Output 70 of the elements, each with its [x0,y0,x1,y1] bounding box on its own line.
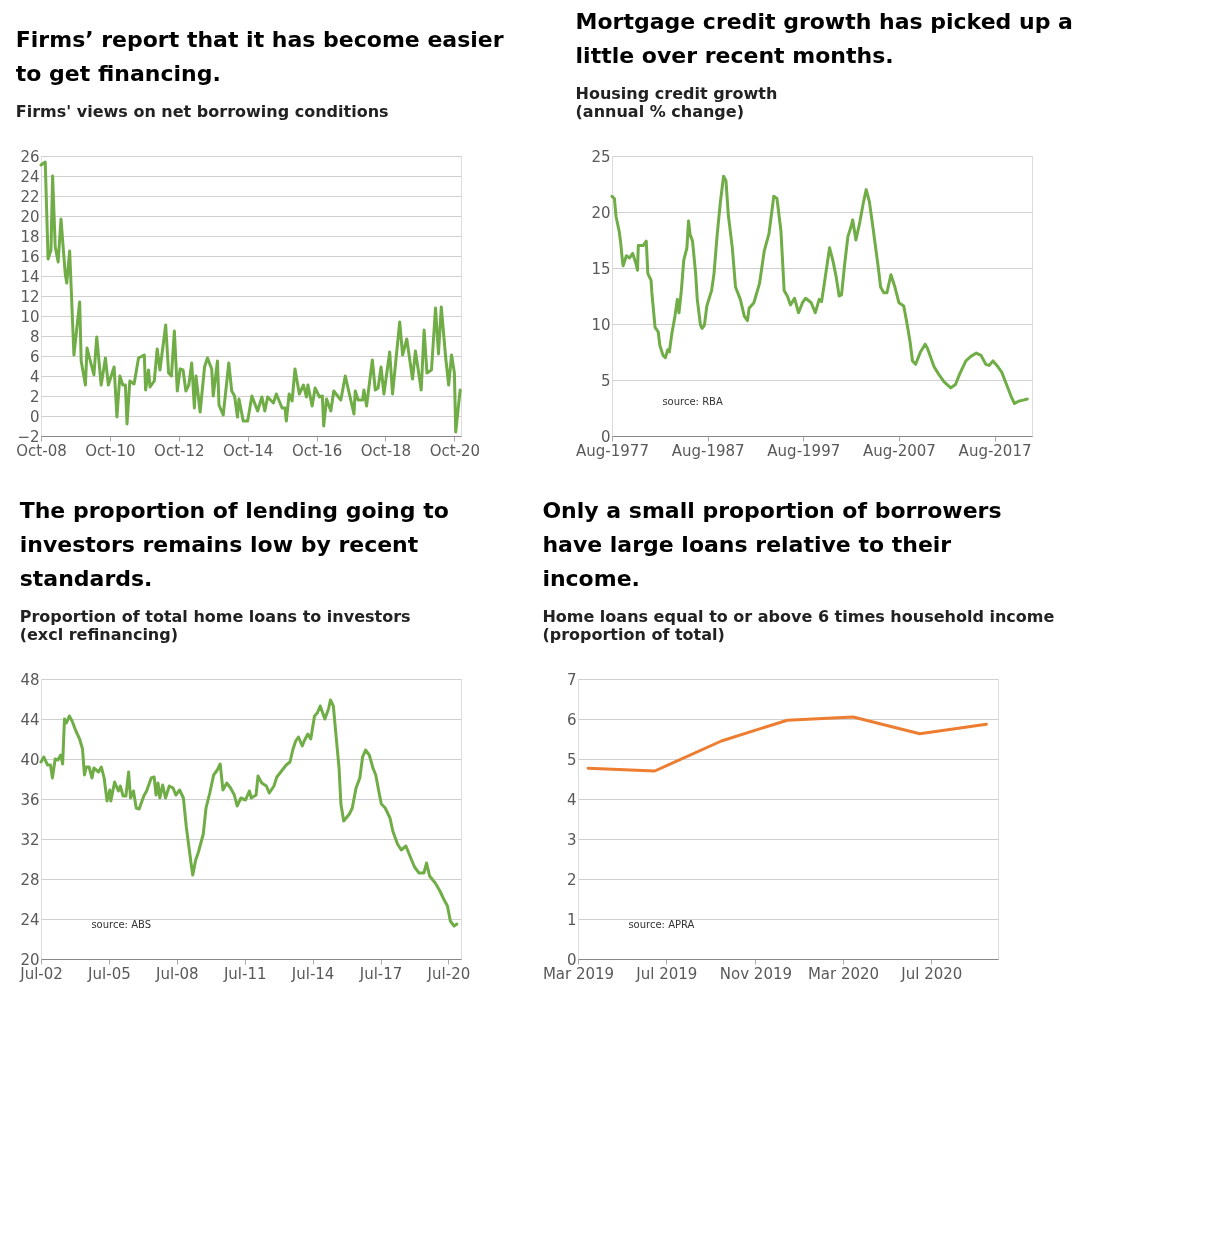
y-tick-label: 0 [29,407,40,426]
y-tick-label: 36 [20,790,40,809]
y-tick-label: 24 [20,167,40,186]
y-tick-label: 4 [566,790,577,809]
y-tick-label: 16 [20,247,40,266]
x-tick-label: Jul 2019 [635,964,698,983]
y-tick-label: 4 [29,367,40,386]
x-tick-label: Oct-08 [16,441,67,460]
line-series [39,160,462,434]
x-tick-label: Jul-20 [426,964,471,983]
y-tick-label: 20 [591,203,611,222]
y-tick-label: 2 [566,870,577,889]
y-tick-label: 10 [20,307,40,326]
chart-title: Firms’ report that it has become easier to get financing. [15,27,504,86]
annotation: source: RBA [662,396,723,408]
x-tick-label: Jul-11 [222,964,267,983]
y-tick-label: 7 [566,670,577,689]
y-tick-label: 44 [20,710,40,729]
y-tick-label: 6 [29,347,40,366]
y-tick-label: 20 [20,207,40,226]
x-tick-label: Oct-10 [85,441,136,460]
x-tick-label: Aug-1987 [671,441,745,460]
x-tick-label: Nov 2019 [719,964,793,983]
chart-subtitle: Home loans equal to or above 6 times household income (proportion of total) [542,607,1055,644]
chart-subtitle: Firms' views on net borrowing conditions [15,102,389,121]
y-tick-label: 2 [29,387,40,406]
y-tick-label: 8 [29,327,40,346]
y-tick-label: 6 [566,710,577,729]
y-tick-label: 5 [600,371,611,390]
y-tick-label: 1 [566,910,577,929]
y-tick-label: 24 [20,910,40,929]
line-series [39,698,459,928]
y-tick-label: 10 [591,315,611,334]
x-tick-label: Aug-2007 [862,441,936,460]
y-tick-label: 22 [20,187,40,206]
x-tick-label: Oct-12 [154,441,205,460]
y-tick-label: 25 [591,147,611,166]
y-tick-label: 32 [20,830,40,849]
x-tick-label: Jul-05 [87,964,131,983]
x-tick-label: Oct-20 [429,441,481,460]
y-tick-label: 40 [20,750,40,769]
annotation: source: ABS [91,919,152,931]
x-tick-label: Aug-1997 [767,441,841,460]
x-tick-label: Oct-18 [360,441,412,460]
y-tick-label: 18 [20,227,40,246]
x-tick-label: Oct-14 [222,441,274,460]
x-tick-label: Mar 2020 [807,964,880,983]
y-tick-label: 3 [566,830,577,849]
y-tick-label: 15 [591,259,611,278]
chart-subtitle: Proportion of total home loans to investors (excl refinancing) [19,607,411,644]
y-tick-label: 26 [20,147,40,166]
chart-title: Only a small proportion of borrowers have large loans relative to their income. [542,498,1002,591]
chart-subtitle: Housing credit growth (annual % change) [575,84,778,121]
x-tick-label: Jul-17 [358,964,403,983]
annotation: source: APRA [628,919,695,931]
chart-title: Mortgage credit growth has picked up a little over recent months. [575,9,1073,68]
line-series [610,174,1029,406]
y-tick-label: 48 [20,670,40,689]
x-tick-label: Jul-14 [290,964,335,983]
x-tick-label: Aug-2017 [958,441,1032,460]
x-tick-label: Oct-16 [291,441,343,460]
y-tick-label: 14 [20,267,40,286]
line-series [586,715,988,773]
y-tick-label: 12 [20,287,40,306]
chart-title: The proportion of lending going to investors remains low by recent standards. [19,498,449,591]
x-tick-label: Jul-02 [19,964,63,983]
x-tick-label: Jul 2020 [900,964,963,983]
y-tick-label: 28 [20,870,40,889]
x-tick-label: Jul-08 [155,964,199,983]
y-tick-label: 5 [566,750,577,769]
